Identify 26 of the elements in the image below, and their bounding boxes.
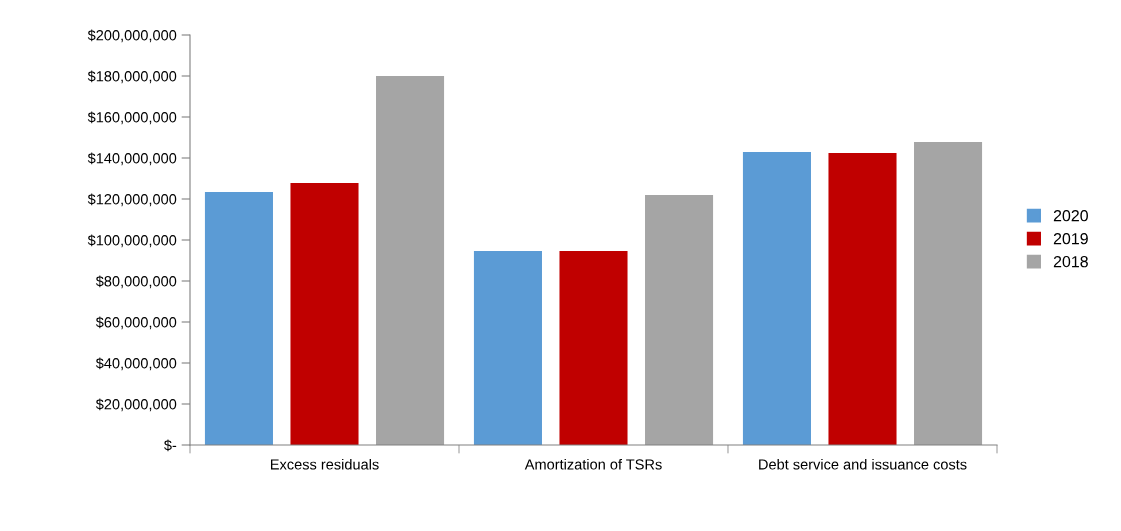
bar — [559, 251, 628, 445]
y-tick-label: $180,000,000 — [87, 70, 177, 84]
bar — [376, 76, 445, 445]
y-tick-label: $140,000,000 — [87, 152, 177, 166]
legend-label: 2019 — [1053, 233, 1088, 245]
y-tick-label: $160,000,000 — [87, 111, 177, 125]
y-tick-label: $200,000,000 — [87, 29, 177, 43]
legend-label: 2020 — [1053, 210, 1088, 222]
bar — [645, 194, 714, 445]
y-tick-label: $120,000,000 — [87, 193, 177, 207]
bar — [290, 183, 359, 445]
y-tick-label: $60,000,000 — [95, 316, 177, 330]
y-tick-label: $20,000,000 — [95, 398, 177, 412]
y-tick-label: $80,000,000 — [95, 275, 177, 289]
legend-label: 2018 — [1053, 255, 1088, 268]
bar — [473, 251, 542, 445]
bar — [742, 152, 811, 445]
bar — [828, 153, 897, 445]
y-tick-label: $- — [164, 439, 177, 452]
bar — [204, 192, 273, 445]
y-tick-label: $100,000,000 — [87, 234, 177, 248]
x-tick-label: Debt service and issuance costs — [759, 458, 967, 470]
y-tick-label: $40,000,000 — [95, 357, 177, 371]
bar — [914, 142, 983, 445]
x-tick-label: Amortization of TSRs — [524, 458, 662, 470]
x-tick-label: Excess residuals — [270, 458, 379, 470]
